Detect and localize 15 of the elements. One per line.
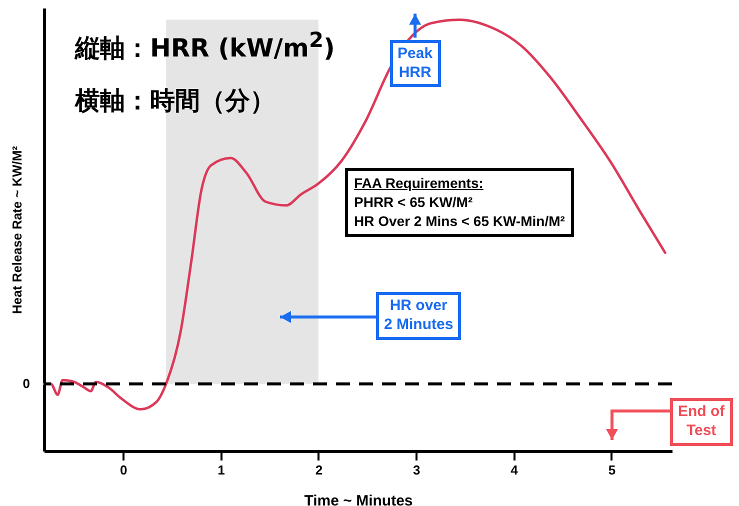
x-tick-label: 5 [608,462,616,478]
annotation: 横軸：時間（分） [75,85,275,117]
annotation: HR over 2 Minutes [384,297,454,334]
x-tick-label: 4 [510,462,519,478]
y-axis-title: Heat Release Rate ~ KW/M² [10,145,24,314]
text: End of Test [678,403,725,440]
annotation: FAA Requirements: PHRR < 65 KW/M² HR Over 2 Mins < 65 KW-Min/M² [354,174,565,231]
x-tick-label: 3 [412,462,420,478]
x-tick-label: 1 [218,462,225,478]
x-tick-label: 2 [315,462,323,478]
ref-line-label: 0 [22,376,30,391]
x-tick-label: 0 [120,462,128,478]
x-axis-title: Time ~ Minutes [304,492,413,506]
annotation: 縦軸：HRR (kW/m$^{2}$) [75,28,335,64]
annotation: Peak HRR [398,44,433,82]
